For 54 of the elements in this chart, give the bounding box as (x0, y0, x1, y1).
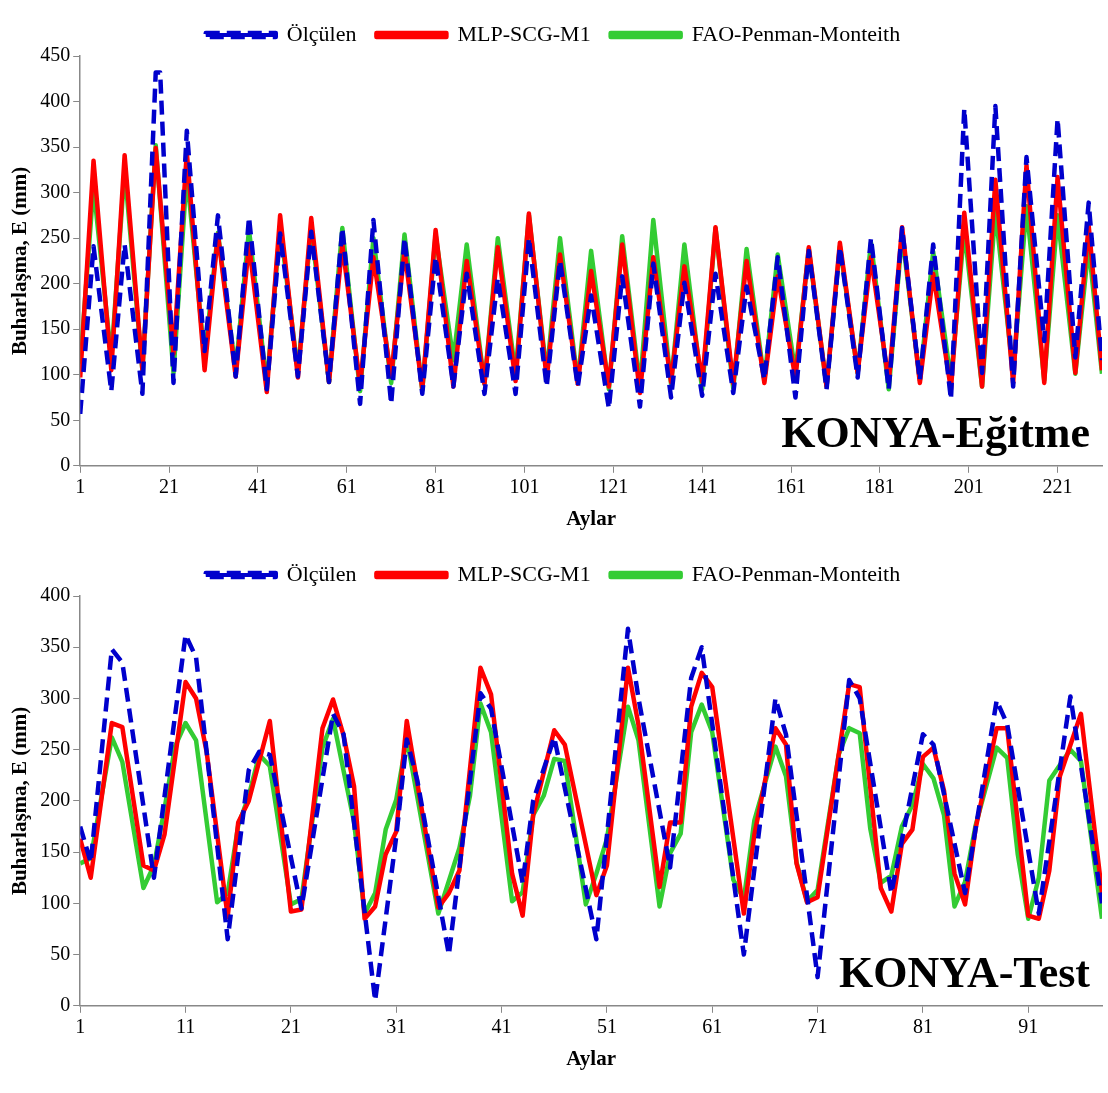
x-tick-label: 101 (509, 475, 540, 498)
y-tick-label: 200 (40, 788, 71, 811)
y-tick-label: 350 (40, 634, 71, 657)
line-series (80, 70, 1102, 417)
x-tick-label: 51 (596, 1015, 617, 1038)
legend-label: Ölçülen (286, 560, 357, 586)
x-tick-label: 121 (598, 475, 629, 498)
x-axis-title: Aylar (566, 505, 616, 530)
y-tick-label: 350 (40, 134, 71, 157)
y-axis-title: Buharlaşma, E (mm) (7, 166, 32, 356)
y-tick-label: 100 (40, 890, 71, 913)
x-tick-label: 91 (1018, 1015, 1039, 1038)
x-tick-label: 221 (1042, 475, 1073, 498)
annotation: KONYA-Test (838, 948, 1091, 998)
legend-label: FAO-Penman-Monteith (691, 20, 901, 46)
legend-label: MLP-SCG-M1 (457, 560, 591, 586)
x-tick-label: 81 (912, 1015, 933, 1038)
legend-label: Ölçülen (286, 20, 357, 46)
y-tick-label: 300 (40, 685, 71, 708)
x-tick-label: 181 (864, 475, 895, 498)
x-tick-label: 31 (386, 1015, 407, 1038)
y-tick-label: 450 (40, 43, 71, 66)
annotation: KONYA-Eğitme (781, 408, 1090, 458)
x-tick-label: 41 (491, 1015, 512, 1038)
y-tick-label: 100 (40, 361, 71, 384)
x-tick-label: 11 (175, 1015, 196, 1038)
y-tick-label: 50 (50, 941, 71, 964)
x-tick-label: 141 (687, 475, 718, 498)
x-tick-label: 161 (776, 475, 807, 498)
y-tick-label: 300 (40, 179, 71, 202)
x-axis-title: Aylar (566, 1045, 616, 1070)
x-tick-label: 1 (75, 1015, 86, 1038)
x-tick-label: 1 (75, 475, 86, 498)
y-tick-label: 200 (40, 270, 71, 293)
y-axis-title: Buharlaşma, E (mm) (7, 706, 32, 896)
x-tick-label: 61 (336, 475, 357, 498)
x-tick-label: 71 (807, 1015, 828, 1038)
y-tick-label: 150 (40, 839, 71, 862)
x-tick-label: 21 (280, 1015, 301, 1038)
x-tick-label: 61 (702, 1015, 723, 1038)
y-tick-label: 0 (60, 453, 71, 476)
x-tick-label: 201 (953, 475, 984, 498)
y-tick-label: 250 (40, 225, 71, 248)
y-tick-label: 50 (50, 407, 71, 430)
legend-label: FAO-Penman-Monteith (691, 560, 901, 586)
y-tick-label: 0 (60, 993, 71, 1016)
y-tick-label: 400 (40, 583, 71, 606)
y-tick-label: 250 (40, 736, 71, 759)
y-tick-label: 150 (40, 316, 71, 339)
x-tick-label: 21 (159, 475, 180, 498)
y-tick-label: 400 (40, 88, 71, 111)
x-tick-label: 81 (425, 475, 446, 498)
legend-label: MLP-SCG-M1 (457, 20, 591, 46)
x-tick-label: 41 (247, 475, 268, 498)
